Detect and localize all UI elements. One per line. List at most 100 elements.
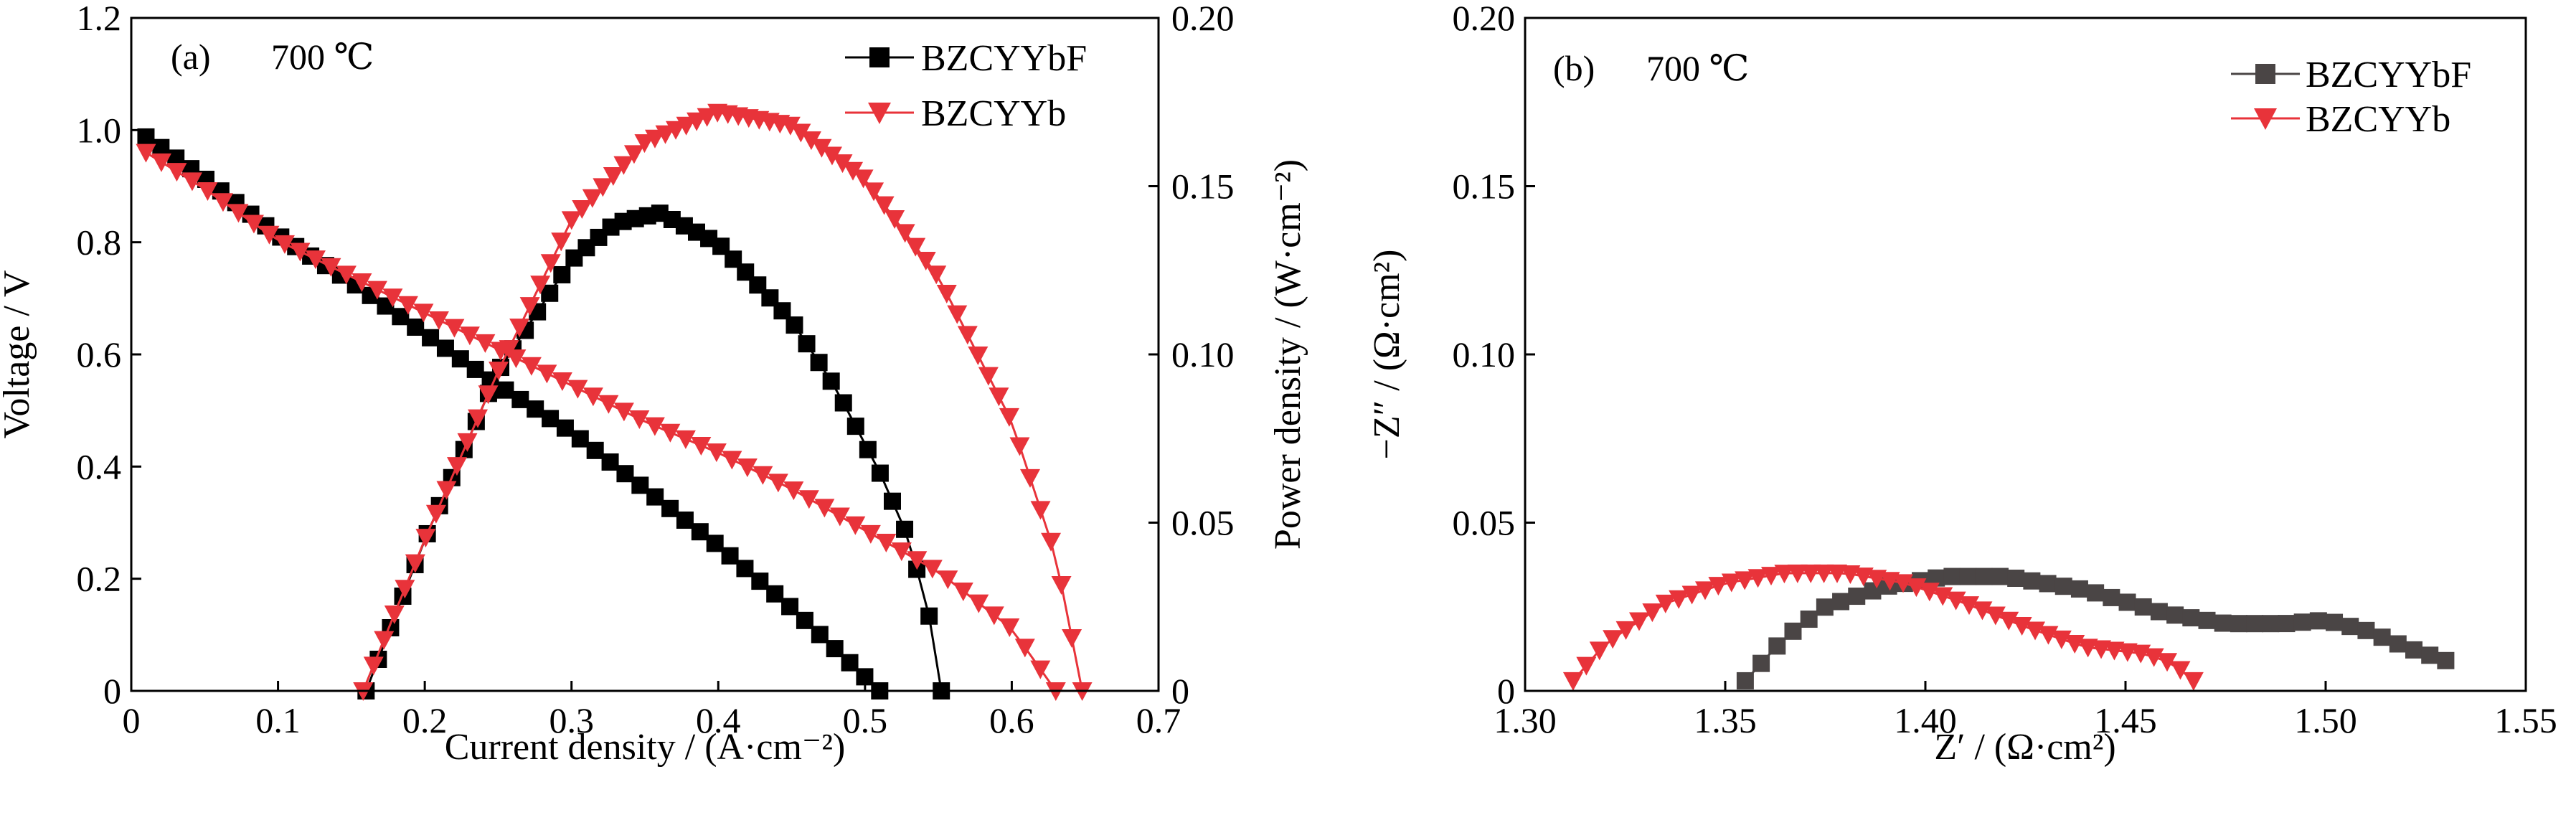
panel-b: 1.30 1.35 1.40 1.45 1.50 1.55 0 0.05 0.10 0.15 0.… [1367,0,2557,768]
data-point [676,512,694,529]
data-point [1752,654,1770,672]
data-point [561,211,582,230]
data-point [2309,612,2327,630]
panel-a-plot-area [136,103,1093,701]
data-point [1642,603,1663,623]
data-point [829,507,850,527]
panel-a-y-tick-label-right: 0.20 [1171,0,1235,38]
data-point [660,423,681,443]
data-point [582,387,603,407]
data-point [466,360,484,378]
data-point [697,108,717,127]
data-point [1062,628,1082,648]
data-point [2437,651,2455,669]
data-point [2157,653,2178,672]
data-point [644,417,665,436]
data-point [1768,637,1786,655]
data-point [801,131,821,151]
panel-a-x-tick-label: 0.2 [402,700,448,740]
data-point [499,340,519,359]
data-point [721,547,739,565]
data-point [841,654,859,672]
data-point [2262,615,2280,633]
data-point [436,481,457,500]
panel-a-y-tick-label-left: 0 [103,671,121,711]
series-bzcyybf-voltage [137,128,889,699]
data-point [152,138,170,156]
data-point [811,626,829,644]
panel-a-x-tick-label: 0.7 [1136,700,1181,740]
data-point [405,554,425,573]
data-point [321,258,341,277]
panel-b-y-ticks: 0 0.05 0.10 0.15 0.20 [1453,0,1535,711]
data-point [2150,603,2168,621]
svg-text:BZCYYb: BZCYYb [921,93,1066,134]
data-point [511,390,529,408]
data-point [766,585,784,603]
series-line [364,212,943,692]
data-point [947,305,968,324]
data-point [212,193,233,212]
data-point [2182,609,2200,627]
panel-b-legend-item-bzcyyb: BZCYYb [2231,99,2450,140]
data-point [1708,577,1729,596]
data-point [781,598,799,616]
data-point [871,464,889,482]
data-point [428,311,449,331]
data-point [1735,571,1755,590]
data-point [938,570,958,590]
data-point [814,499,835,518]
data-point [691,436,712,456]
data-point [798,335,816,353]
panel-a-legend: BZCYYbF BZCYYb [845,38,1087,134]
data-point [556,419,574,437]
data-point [274,235,295,254]
data-point [593,178,613,197]
data-point [519,297,540,316]
panel-b-x-tick-label: 1.50 [2294,700,2357,740]
data-point [920,607,938,625]
data-point [197,182,218,202]
data-point [968,346,989,365]
panel-a-y-tick-label-right: 0.10 [1171,334,1235,374]
data-point [2103,588,2120,606]
data-point [243,215,264,234]
data-point [436,339,454,357]
panel-b-x-tick-label: 1.55 [2494,700,2557,740]
data-point [1051,575,1072,595]
data-point [953,582,973,601]
panel-a-y-tick-label-right: 0 [1171,671,1189,711]
panel-b-y-tick-label-left: 0 [1497,671,1515,711]
data-point [1801,564,1821,583]
data-point [2214,614,2232,632]
data-point [1959,596,1980,616]
data-point [137,128,155,146]
panel-b-y-tick-label-left: 0.10 [1453,334,1516,374]
svg-text:BZCYYbF: BZCYYbF [921,38,1087,79]
data-point [891,542,912,562]
data-point [783,481,804,501]
svg-text:BZCYYb: BZCYYb [2306,99,2450,140]
panel-a-y-tick-label-left: 0.4 [77,446,122,486]
data-point [623,145,644,164]
data-point [1816,598,1834,616]
data-point [706,534,724,552]
data-point [571,430,589,448]
data-point [363,656,384,676]
data-point [978,367,999,386]
data-point [736,560,754,578]
data-point [1041,532,1062,552]
data-point [395,580,415,599]
data-point [586,441,604,459]
panel-b-x-axis-title: Z′ / (Ω·cm²) [1934,727,2115,768]
data-point [181,172,202,192]
data-point [2070,580,2088,598]
panel-b-legend-item-bzcyybf: BZCYYbF [2231,55,2471,95]
data-point [1694,581,1715,600]
panel-a-y-axis-title-left: Voltage / V [0,270,37,439]
data-point [151,153,171,172]
data-point [629,410,650,430]
panel-a-x-tick-label: 0.4 [696,700,741,740]
data-point [553,265,571,283]
data-point [2389,635,2407,653]
